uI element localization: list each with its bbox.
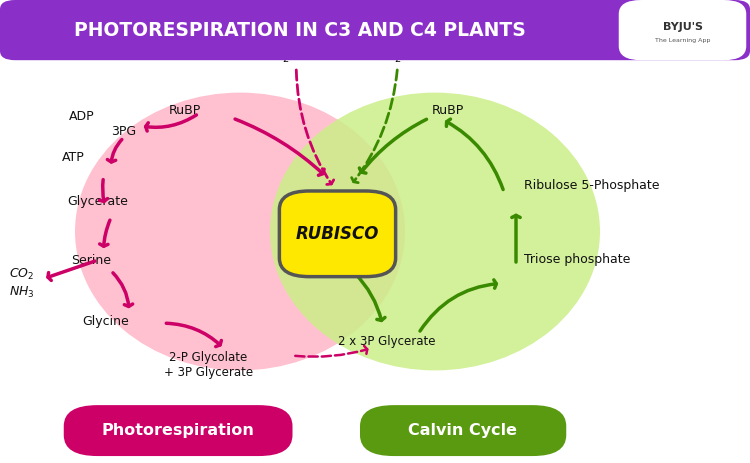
Text: BYJU'S: BYJU'S	[662, 22, 703, 32]
Text: Glycerate: Glycerate	[68, 195, 128, 208]
Text: 2 x 3P Glycerate: 2 x 3P Glycerate	[338, 335, 435, 348]
FancyBboxPatch shape	[619, 0, 746, 60]
Text: Calvin Cycle: Calvin Cycle	[408, 423, 518, 438]
FancyBboxPatch shape	[360, 405, 566, 456]
Text: The Learning App: The Learning App	[655, 38, 710, 43]
Text: 3PG: 3PG	[111, 125, 136, 138]
Ellipse shape	[270, 93, 600, 370]
Text: RUBISCO: RUBISCO	[296, 225, 380, 243]
Text: ADP: ADP	[69, 110, 94, 123]
Text: Glycine: Glycine	[82, 315, 129, 328]
Text: ATP: ATP	[62, 151, 84, 164]
Text: Triose phosphate: Triose phosphate	[524, 253, 630, 266]
Text: RuBP: RuBP	[432, 104, 464, 117]
FancyBboxPatch shape	[0, 0, 750, 60]
Text: RuBP: RuBP	[169, 104, 201, 117]
Text: 2-P Glycolate: 2-P Glycolate	[170, 351, 248, 364]
FancyBboxPatch shape	[279, 191, 396, 276]
Text: $CO_2$: $CO_2$	[374, 48, 402, 65]
Text: $O_2$: $O_2$	[272, 48, 290, 65]
Text: $CO_2$: $CO_2$	[9, 267, 34, 282]
Text: PHOTORESPIRATION IN C3 AND C4 PLANTS: PHOTORESPIRATION IN C3 AND C4 PLANTS	[74, 20, 526, 40]
Ellipse shape	[75, 93, 405, 370]
Text: + 3P Glycerate: + 3P Glycerate	[164, 366, 253, 379]
Text: Serine: Serine	[71, 254, 111, 267]
FancyBboxPatch shape	[64, 405, 292, 456]
Text: $NH_3$: $NH_3$	[9, 285, 34, 300]
Text: Ribulose 5-Phosphate: Ribulose 5-Phosphate	[524, 179, 659, 192]
Text: Photorespiration: Photorespiration	[101, 423, 254, 438]
